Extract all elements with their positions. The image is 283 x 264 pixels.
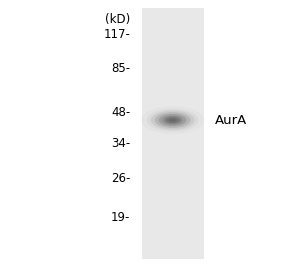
Ellipse shape	[155, 112, 190, 128]
Ellipse shape	[141, 106, 204, 134]
Ellipse shape	[159, 114, 186, 126]
Text: 117-: 117-	[103, 28, 130, 41]
Ellipse shape	[163, 116, 183, 124]
Ellipse shape	[147, 109, 198, 131]
Ellipse shape	[169, 118, 177, 122]
Text: 26-: 26-	[111, 172, 130, 185]
Bar	[142, 8, 204, 259]
Text: 19-: 19-	[111, 211, 130, 224]
Text: 48-: 48-	[111, 106, 130, 119]
Text: 34-: 34-	[111, 137, 130, 150]
Text: (kD): (kD)	[105, 13, 130, 26]
Text: AurA: AurA	[215, 114, 247, 127]
Text: 85-: 85-	[111, 62, 130, 75]
Ellipse shape	[151, 111, 194, 130]
Ellipse shape	[166, 117, 180, 123]
